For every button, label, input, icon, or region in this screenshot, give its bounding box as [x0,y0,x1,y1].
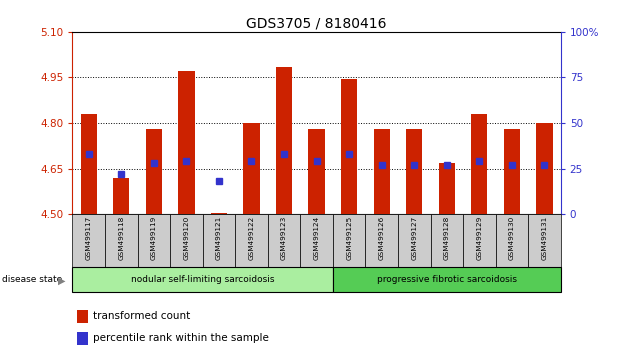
Bar [137,214,170,267]
Bar [211,213,227,214]
Text: GSM499121: GSM499121 [216,216,222,260]
Text: progressive fibrotic sarcoidosis: progressive fibrotic sarcoidosis [377,275,517,284]
Text: GSM499131: GSM499131 [541,216,547,260]
Bar [333,267,561,292]
Bar [528,214,561,267]
Text: GSM499125: GSM499125 [346,216,352,260]
Bar [374,129,390,214]
Text: GSM499126: GSM499126 [379,216,385,260]
Text: GSM499129: GSM499129 [476,216,483,260]
Bar [243,123,260,214]
Text: GSM499124: GSM499124 [314,216,319,260]
Bar [463,214,496,267]
Text: GSM499118: GSM499118 [118,216,124,260]
Bar [276,67,292,214]
Text: GSM499130: GSM499130 [509,216,515,260]
Title: GDS3705 / 8180416: GDS3705 / 8180416 [246,17,387,31]
Bar [81,114,97,214]
Bar [268,214,301,267]
Bar [105,214,137,267]
Bar [77,310,88,323]
Text: GSM499128: GSM499128 [444,216,450,260]
Bar [72,267,333,292]
Bar [301,214,333,267]
Bar [504,129,520,214]
Bar [203,214,235,267]
Text: GSM499127: GSM499127 [411,216,417,260]
Bar [496,214,528,267]
Bar [536,123,553,214]
Bar [471,114,488,214]
Bar [398,214,430,267]
Bar [309,129,324,214]
Text: percentile rank within the sample: percentile rank within the sample [93,333,269,343]
Text: ▶: ▶ [58,275,66,285]
Bar [170,214,203,267]
Text: GSM499123: GSM499123 [281,216,287,260]
Bar [235,214,268,267]
Bar [72,214,105,267]
Text: GSM499119: GSM499119 [151,216,157,260]
Bar [406,129,422,214]
Bar [365,214,398,267]
Text: GSM499117: GSM499117 [86,216,92,260]
Bar [146,129,162,214]
Bar [77,332,88,345]
Bar [430,214,463,267]
Text: GSM499122: GSM499122 [248,216,255,260]
Bar [333,214,365,267]
Bar [113,178,129,214]
Text: GSM499120: GSM499120 [183,216,190,260]
Bar [438,162,455,214]
Text: transformed count: transformed count [93,312,190,321]
Bar [178,72,195,214]
Text: nodular self-limiting sarcoidosis: nodular self-limiting sarcoidosis [131,275,275,284]
Text: disease state: disease state [2,275,62,284]
Bar [341,79,357,214]
